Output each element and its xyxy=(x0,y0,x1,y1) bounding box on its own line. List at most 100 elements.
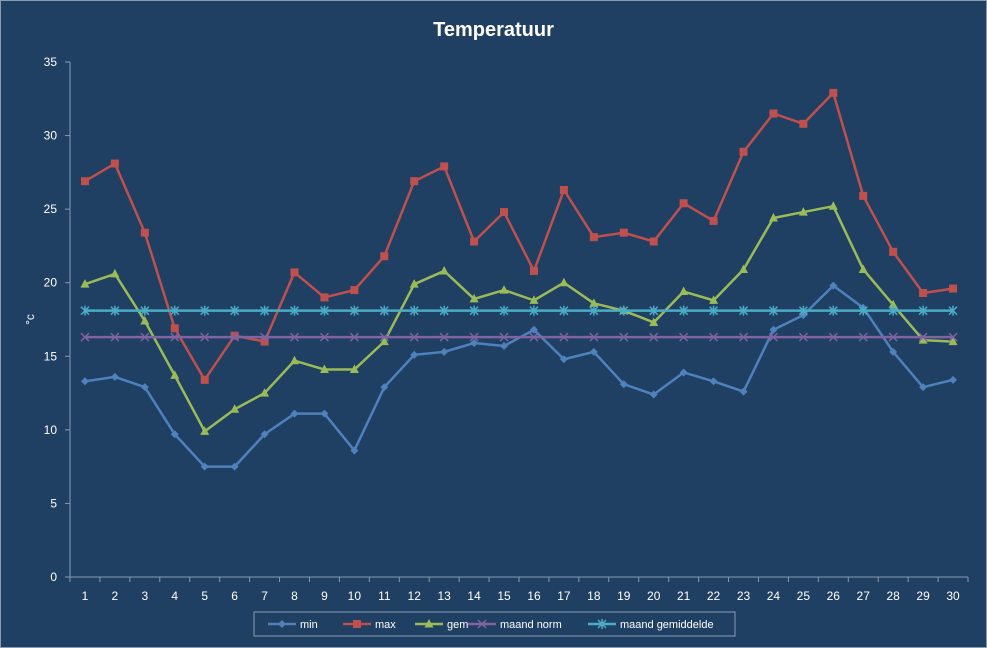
data-point-gem xyxy=(679,286,689,296)
data-point-max xyxy=(320,293,329,302)
data-point-maand-norm xyxy=(319,332,329,342)
data-point-gem xyxy=(140,315,150,325)
data-point-maand-gemiddelde xyxy=(319,305,329,316)
data-point-min xyxy=(769,325,778,334)
data-point-maand-norm xyxy=(289,332,300,342)
x-tick-label: 17 xyxy=(557,589,571,603)
x-tick-label: 28 xyxy=(886,589,900,603)
data-point-maand-gemiddelde xyxy=(230,305,240,316)
data-point-gem xyxy=(559,277,569,287)
data-point-maand-norm xyxy=(200,332,210,342)
data-point-max xyxy=(769,109,778,118)
data-point-maand-norm xyxy=(379,332,389,342)
data-point-maand-gemiddelde xyxy=(948,305,958,316)
data-point-gem xyxy=(230,404,240,413)
data-point-maand-norm xyxy=(738,332,749,342)
data-point-min xyxy=(739,387,748,396)
y-tick-label: 0 xyxy=(50,570,57,584)
data-point-min xyxy=(200,462,209,471)
data-point-min xyxy=(709,377,718,386)
data-point-gem xyxy=(828,201,838,210)
legend-marker-maand-gemiddelde xyxy=(597,619,607,629)
legend-item-gem: gem xyxy=(415,619,468,631)
data-point-maand-norm xyxy=(888,332,898,342)
data-point-maand-gemiddelde xyxy=(499,305,509,316)
data-point-gem xyxy=(409,279,419,288)
data-point-min xyxy=(589,347,598,356)
legend-marker-max xyxy=(353,620,361,628)
y-tick-label: 35 xyxy=(44,55,58,69)
x-tick-label: 9 xyxy=(321,589,328,603)
data-point-max xyxy=(440,162,449,171)
x-tick-label: 13 xyxy=(437,589,451,603)
data-point-maand-gemiddelde xyxy=(170,305,180,316)
data-point-maand-norm xyxy=(679,332,689,342)
data-point-max xyxy=(739,147,748,156)
x-tick-label: 16 xyxy=(527,589,541,603)
data-point-maand-norm xyxy=(170,332,180,342)
legend-marker-min xyxy=(278,620,286,628)
data-point-maand-gemiddelde xyxy=(80,305,90,316)
data-point-max xyxy=(230,331,239,340)
data-point-min xyxy=(559,355,568,364)
data-point-maand-norm xyxy=(589,332,599,342)
x-tick-label: 25 xyxy=(797,589,811,603)
data-point-gem xyxy=(798,207,808,216)
data-point-maand-gemiddelde xyxy=(798,305,808,316)
data-point-min xyxy=(529,325,538,334)
data-point-gem xyxy=(888,299,898,309)
data-point-max xyxy=(470,237,479,246)
legend-label-max: max xyxy=(375,619,396,631)
data-point-max xyxy=(889,247,898,256)
data-point-maand-norm xyxy=(619,332,629,342)
data-point-max xyxy=(350,286,359,295)
legend-label-maand-gemiddelde: maand gemiddelde xyxy=(620,619,714,631)
data-point-max xyxy=(559,186,568,195)
data-point-gem xyxy=(858,264,868,273)
x-tick-label: 18 xyxy=(587,589,601,603)
x-tick-label: 8 xyxy=(291,589,298,603)
data-point-min xyxy=(829,281,838,290)
data-point-maand-gemiddelde xyxy=(679,305,689,316)
data-point-maand-gemiddelde xyxy=(559,305,569,316)
data-point-maand-gemiddelde xyxy=(918,305,928,316)
data-point-maand-norm xyxy=(649,332,659,342)
data-point-maand-norm xyxy=(529,332,539,342)
y-tick-label: 20 xyxy=(44,276,58,290)
data-point-gem xyxy=(80,279,90,288)
data-point-max xyxy=(410,177,419,186)
data-point-maand-norm xyxy=(230,332,240,342)
y-tick-label: 25 xyxy=(44,202,58,216)
data-point-maand-gemiddelde xyxy=(529,305,539,316)
data-point-maand-norm xyxy=(140,332,150,342)
data-point-gem xyxy=(709,295,719,304)
data-point-max xyxy=(919,289,928,298)
data-point-max xyxy=(649,237,658,246)
x-tick-label: 21 xyxy=(677,589,691,603)
x-tick-label: 20 xyxy=(647,589,661,603)
data-point-min xyxy=(919,383,928,392)
series-gem xyxy=(80,201,958,435)
data-point-gem xyxy=(260,388,270,397)
data-point-gem xyxy=(499,285,509,294)
data-point-min xyxy=(110,372,119,381)
data-point-min xyxy=(619,380,628,389)
data-point-max xyxy=(949,284,958,293)
x-tick-label: 23 xyxy=(737,589,751,603)
data-point-max xyxy=(619,228,628,237)
data-point-gem xyxy=(768,212,778,222)
legend-label-maand-norm: maand norm xyxy=(500,619,562,631)
series-maand-norm xyxy=(80,332,958,342)
data-point-maand-norm xyxy=(709,332,719,342)
data-point-min xyxy=(80,377,89,386)
data-point-maand-gemiddelde xyxy=(200,305,210,316)
data-point-maand-gemiddelde xyxy=(888,305,898,316)
x-tick-label: 12 xyxy=(408,589,422,603)
data-point-maand-norm xyxy=(349,332,359,342)
x-tick-label: 26 xyxy=(827,589,841,603)
x-tick-label: 3 xyxy=(141,589,148,603)
x-tick-label: 2 xyxy=(112,589,119,603)
x-tick-label: 14 xyxy=(467,589,481,603)
data-point-gem xyxy=(469,293,479,303)
